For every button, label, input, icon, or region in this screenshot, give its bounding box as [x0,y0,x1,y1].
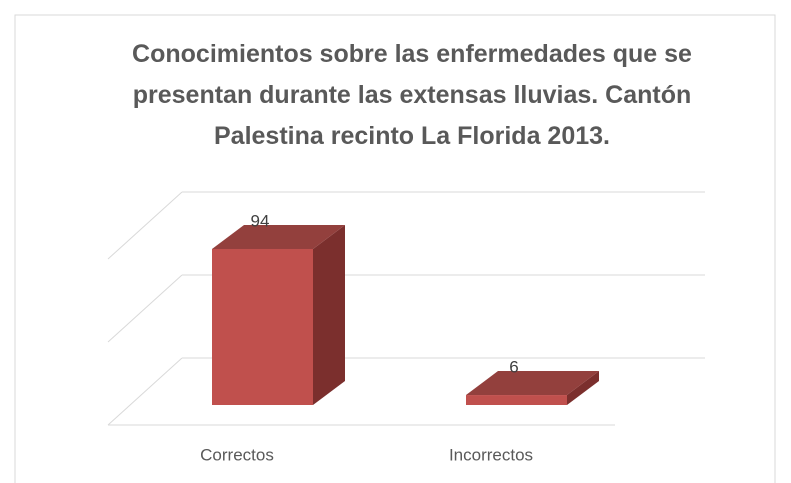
bar-side [567,371,599,405]
bar [212,248,313,405]
grid-line-side [107,191,183,260]
bar-top [466,371,599,396]
data-label: 6 [509,358,518,377]
data-label: 94 [251,211,270,230]
x-tick-label: Incorrectos [449,445,533,464]
bar-top [212,224,345,249]
chart-title: Conocimientos sobre las enfermedades que… [132,40,692,150]
grid-line-side [107,274,183,343]
bar [466,395,567,405]
chart-border [14,14,776,483]
grid-line-side [107,357,183,426]
x-tick-label: Correctos [200,445,274,464]
bar-side [313,224,345,405]
